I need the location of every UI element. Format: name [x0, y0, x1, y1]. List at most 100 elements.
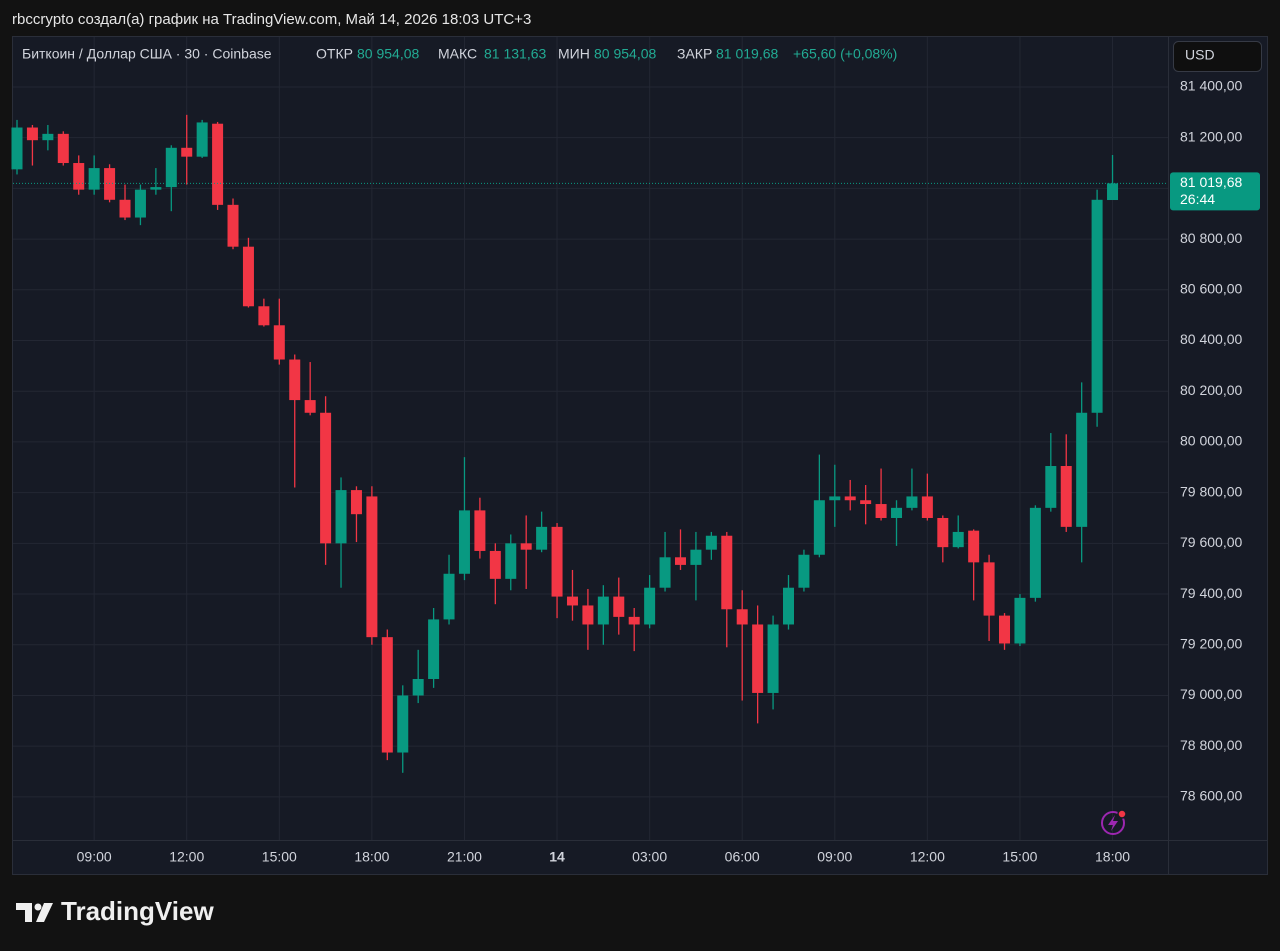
- candle-body: [783, 587, 794, 625]
- candle-body: [721, 535, 733, 610]
- candle-body: [798, 554, 810, 588]
- candle-body: [1107, 183, 1119, 201]
- candles: [11, 114, 1168, 773]
- candle-body: [860, 500, 872, 505]
- candle-body: [320, 412, 332, 544]
- candle-body: [350, 490, 362, 515]
- candle-body: [289, 359, 301, 401]
- candle-body: [366, 496, 378, 638]
- candle-body: [628, 616, 640, 625]
- candle-body: [690, 549, 702, 565]
- alert-bolt[interactable]: [1108, 815, 1118, 831]
- candle-body: [104, 168, 116, 200]
- candle-body: [875, 504, 887, 518]
- close-label: ЗАКР: [677, 46, 712, 62]
- candle-body: [891, 507, 903, 518]
- candle-body: [242, 246, 254, 307]
- y-tick-label: 79 200,00: [1180, 635, 1242, 651]
- logo-text: TradingView: [61, 896, 214, 926]
- candle-body: [119, 199, 131, 218]
- candle-body: [196, 122, 208, 157]
- candle-body: [26, 127, 38, 141]
- open-value: 80 954,08: [357, 46, 419, 62]
- candle-body: [968, 530, 980, 563]
- candle-body: [613, 596, 625, 617]
- y-tick-label: 78 600,00: [1180, 788, 1242, 804]
- countdown: 26:44: [1180, 191, 1215, 207]
- candle-body: [73, 163, 85, 190]
- candle-body: [505, 543, 517, 579]
- x-tick-label: 14: [549, 849, 565, 865]
- candle-body: [1060, 466, 1072, 527]
- y-tick-label: 80 200,00: [1180, 382, 1242, 398]
- last-price-label: 81 019,68: [1180, 174, 1242, 190]
- candle-body: [705, 535, 717, 550]
- candle-body: [999, 615, 1011, 644]
- candle-body: [458, 510, 470, 574]
- chart-title: Биткоин / Доллар США · 30 · Coinbase: [22, 46, 272, 62]
- candle-body: [489, 550, 501, 579]
- labels: 78 600,00 78 800,00 79 000,00 79 200,00 79 4…: [77, 78, 1260, 865]
- candle-body: [88, 168, 100, 190]
- candle-body: [381, 637, 393, 753]
- candle-body: [906, 496, 918, 508]
- logo-mark: [16, 903, 32, 922]
- y-tick-label: 79 800,00: [1180, 483, 1242, 499]
- candle-body: [921, 496, 933, 518]
- candle-body: [181, 147, 193, 157]
- candle-body: [273, 325, 285, 360]
- candle-body: [428, 619, 440, 679]
- candle-body: [150, 187, 162, 190]
- candle-body: [397, 695, 409, 753]
- candle-body: [1045, 466, 1057, 508]
- candle-body: [844, 496, 856, 501]
- alert-icon[interactable]: [1101, 809, 1127, 835]
- y-tick-label: 80 400,00: [1180, 331, 1242, 347]
- y-tick-label: 81 400,00: [1180, 78, 1242, 94]
- x-tick-label: 18:00: [354, 849, 389, 865]
- candle-body: [551, 526, 563, 597]
- y-tick-label: 80 000,00: [1180, 433, 1242, 449]
- candle-body: [829, 496, 841, 501]
- candle-body: [165, 147, 177, 188]
- candle-body: [412, 678, 424, 696]
- y-tick-label: 80 600,00: [1180, 280, 1242, 296]
- candle-body: [813, 500, 825, 555]
- currency-button[interactable]: [1173, 41, 1262, 72]
- candle-body: [937, 517, 949, 548]
- candle-body: [674, 557, 686, 565]
- currency-label[interactable]: USD: [1185, 47, 1215, 63]
- high-label: МАКС: [438, 46, 477, 62]
- candle-body: [443, 573, 455, 620]
- candle-body: [983, 562, 995, 616]
- high-value: 81 131,63: [484, 46, 546, 62]
- candle-body: [736, 609, 748, 625]
- candle-body: [767, 624, 779, 693]
- logo: TradingView: [16, 896, 214, 926]
- candle-body: [212, 123, 224, 205]
- candle-body: [520, 543, 532, 550]
- x-tick-label: 15:00: [262, 849, 297, 865]
- candle-body: [566, 596, 578, 606]
- x-tick-label: 21:00: [447, 849, 482, 865]
- y-tick-label: 78 800,00: [1180, 737, 1242, 753]
- x-tick-label: 12:00: [169, 849, 204, 865]
- candle-body: [1029, 507, 1041, 598]
- attribution: rbccrypto создал(а) график на TradingVie…: [12, 11, 531, 28]
- low-label: МИН: [558, 46, 590, 62]
- candle-body: [582, 605, 594, 625]
- alert-dot[interactable]: [1117, 809, 1127, 819]
- candle-body: [42, 133, 54, 141]
- x-tick-label: 03:00: [632, 849, 667, 865]
- x-tick-label: 15:00: [1002, 849, 1037, 865]
- y-tick-label: 81 200,00: [1180, 128, 1242, 144]
- candle-body: [134, 189, 146, 218]
- y-tick-label: 79 000,00: [1180, 686, 1242, 702]
- change-value: +65,60 (+0,08%): [793, 46, 897, 62]
- y-tick-label: 79 600,00: [1180, 534, 1242, 550]
- y-tick-label: 80 800,00: [1180, 230, 1242, 246]
- alert-ring[interactable]: [1101, 811, 1125, 835]
- candle-body: [474, 510, 486, 551]
